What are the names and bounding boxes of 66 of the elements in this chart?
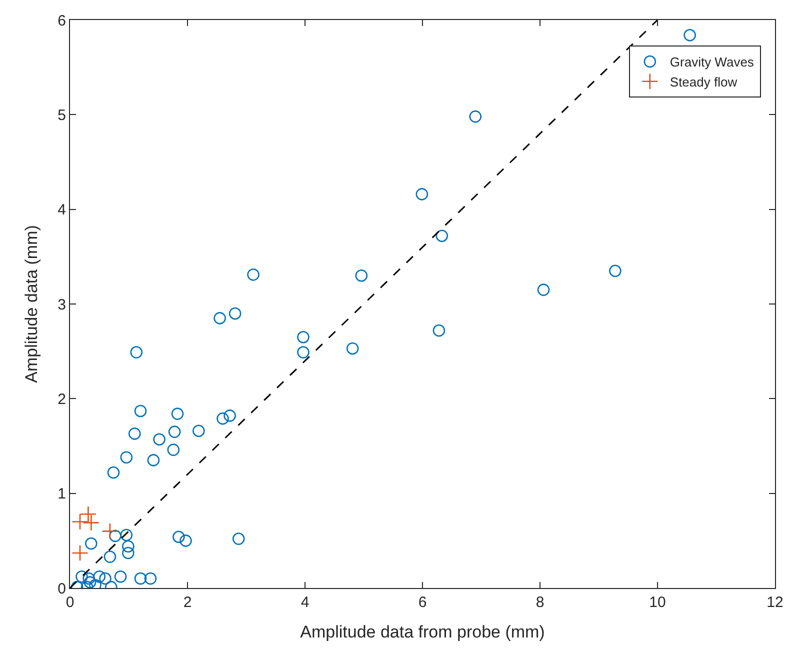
- y-tick-label: 2: [58, 390, 66, 408]
- point: [192, 424, 205, 437]
- point: [167, 444, 180, 456]
- point: [144, 572, 157, 585]
- legend-label: Steady flow: [670, 74, 738, 90]
- point: [72, 544, 88, 562]
- point: [684, 29, 696, 42]
- point: [130, 346, 143, 358]
- point: [537, 284, 550, 296]
- y-axis-title: Amplitude data (mm): [22, 225, 42, 383]
- point: [72, 513, 88, 530]
- point: [297, 330, 310, 344]
- point: [346, 342, 359, 355]
- point: [76, 570, 88, 583]
- x-tick-label: 12: [766, 594, 784, 611]
- point: [107, 466, 120, 479]
- point: [85, 537, 98, 550]
- point: [168, 426, 181, 438]
- point: [109, 530, 122, 542]
- y-tick-label: 0: [58, 580, 66, 598]
- point: [355, 269, 368, 282]
- y-tick-label: 3: [58, 296, 66, 314]
- y-tick-label: 6: [58, 12, 66, 30]
- y-tick-label: 5: [58, 106, 66, 124]
- point: [120, 451, 133, 464]
- point: [171, 408, 184, 420]
- point: [122, 546, 134, 560]
- point: [82, 572, 95, 585]
- point: [297, 346, 310, 358]
- point: [214, 312, 226, 324]
- point: [122, 540, 134, 552]
- x-tick-label: 2: [183, 594, 192, 611]
- point: [228, 307, 242, 320]
- point: [128, 428, 141, 440]
- point: [153, 433, 166, 446]
- point: [224, 410, 236, 422]
- x-tick-label: 8: [536, 594, 544, 611]
- point: [134, 572, 147, 585]
- point: [432, 324, 446, 337]
- point: [216, 412, 229, 425]
- point: [120, 528, 133, 542]
- point: [609, 264, 622, 278]
- x-tick-label: 6: [418, 594, 427, 611]
- point: [93, 570, 106, 583]
- point: [84, 576, 96, 588]
- point: [247, 268, 260, 281]
- point: [80, 506, 97, 523]
- legend-label: Gravity Waves: [670, 54, 754, 70]
- point: [102, 522, 118, 540]
- x-axis-title: Amplitude data from probe (mm): [300, 622, 545, 642]
- point: [114, 570, 127, 583]
- point: [436, 230, 448, 242]
- y-tick-label: 4: [58, 202, 66, 219]
- point: [104, 550, 116, 563]
- point: [232, 532, 245, 545]
- point: [469, 110, 482, 123]
- point: [416, 188, 428, 200]
- point: [99, 572, 112, 585]
- y-tick-label: 1: [58, 486, 66, 503]
- point: [172, 530, 185, 544]
- point: [180, 534, 192, 547]
- x-tick-label: 4: [300, 594, 310, 611]
- point: [82, 514, 100, 532]
- point: [147, 454, 160, 466]
- x-tick-label: 10: [649, 594, 666, 611]
- point: [134, 404, 147, 418]
